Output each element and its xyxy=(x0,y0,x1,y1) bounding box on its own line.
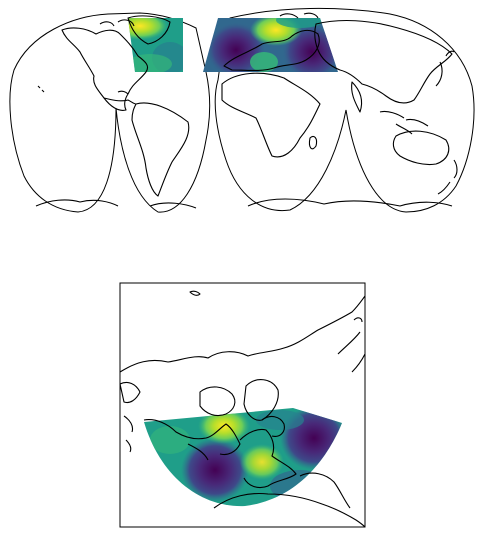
central-america-coast xyxy=(103,97,137,105)
antarctica-coast-mid xyxy=(149,202,197,209)
asia-coast xyxy=(314,19,453,104)
greenland-coast xyxy=(127,15,171,45)
caribbean-islands xyxy=(117,90,129,95)
polar-alaska-coast xyxy=(119,381,141,404)
goode-coastlines xyxy=(35,12,458,209)
polar-greenland-coast xyxy=(243,379,279,421)
south-america-coast xyxy=(131,102,190,197)
polar-east-asia-coast xyxy=(337,331,366,373)
polar-hudson-coast xyxy=(187,443,209,461)
hawaii-islands xyxy=(37,85,45,93)
arctic-islands xyxy=(99,12,319,27)
polar-europe-coast xyxy=(239,428,297,489)
goode-outline-west-lobe xyxy=(9,12,211,213)
goode-field-left xyxy=(128,18,183,72)
antarctica-coast-west xyxy=(35,199,119,207)
polar-north-america xyxy=(143,419,241,456)
polar-mideast-coast xyxy=(299,472,351,509)
europe-coast xyxy=(223,29,320,72)
indonesia-coast xyxy=(379,110,429,135)
polar-africa-coast xyxy=(213,492,366,528)
madagascar-coast xyxy=(308,135,318,150)
india-coast xyxy=(351,81,363,113)
australia-coast xyxy=(392,130,450,166)
polar-japan-coast xyxy=(353,317,363,323)
antarctica-coast-east xyxy=(247,198,453,207)
polar-map-panel xyxy=(119,282,366,528)
polar-coastlines xyxy=(119,290,366,528)
africa-coast xyxy=(221,72,321,158)
polar-pole-island xyxy=(189,290,201,296)
polar-asia-coast xyxy=(119,295,366,373)
polar-canada-arctic xyxy=(199,386,236,417)
goode-outline-east-lobe xyxy=(214,7,475,213)
goode-map-panel xyxy=(9,7,475,213)
new-zealand-coast xyxy=(437,159,458,195)
japan-coast xyxy=(435,50,455,87)
polar-aleutians xyxy=(123,415,134,453)
goode-field-right xyxy=(203,18,338,72)
polar-scandinavia-coast xyxy=(261,415,285,437)
